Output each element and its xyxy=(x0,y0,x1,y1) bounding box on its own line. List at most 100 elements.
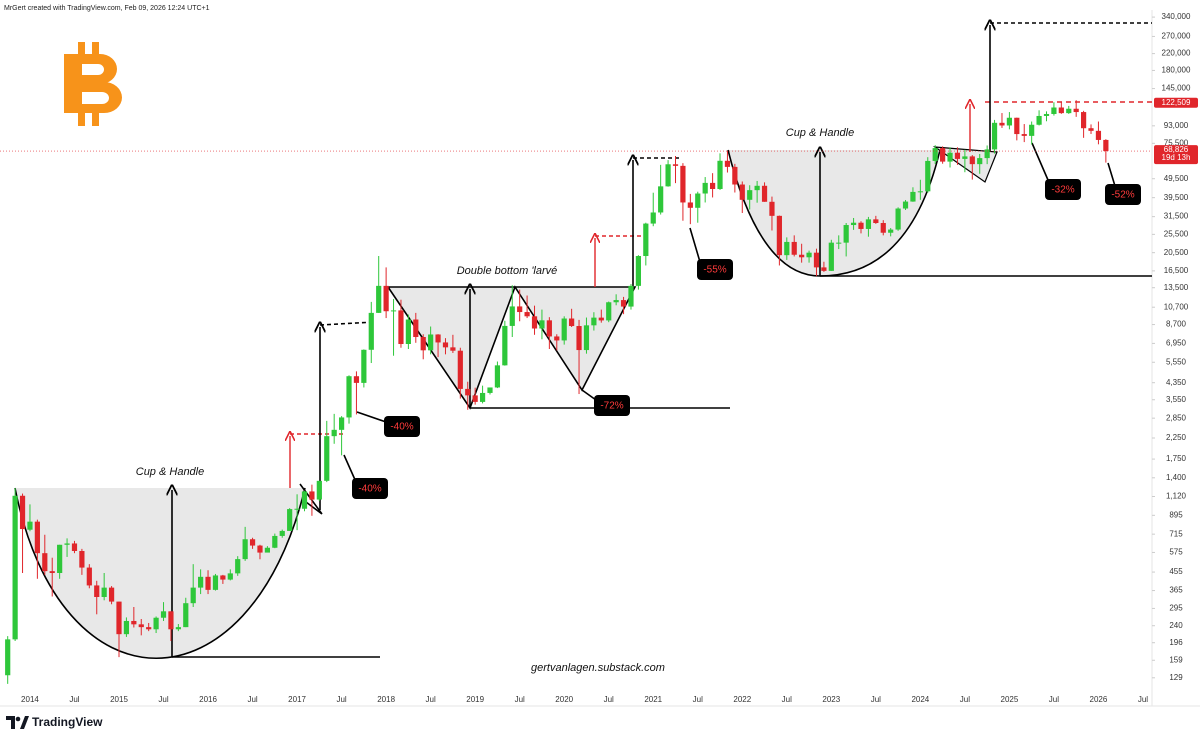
candle-body xyxy=(502,325,508,366)
drawdown-label: -32% xyxy=(1051,185,1074,196)
x-tick-label: 2026 xyxy=(1090,695,1108,704)
x-tick-label: 2016 xyxy=(199,695,217,704)
candle-body xyxy=(324,436,330,481)
candle-body xyxy=(205,576,211,590)
candle-body xyxy=(57,544,63,573)
candle-body xyxy=(368,312,374,350)
candle-body xyxy=(880,222,886,233)
x-tick-label: Jul xyxy=(158,695,168,704)
drawdown-label: -52% xyxy=(1111,190,1134,201)
candle-body xyxy=(264,547,270,553)
candle-body xyxy=(428,334,434,351)
candle-body xyxy=(620,300,627,307)
drawdown-label: -72% xyxy=(600,401,623,412)
x-tick-label: 2023 xyxy=(822,695,840,704)
candle-body xyxy=(116,601,122,635)
y-tick-label: 49,500 xyxy=(1164,174,1189,183)
last-price-box xyxy=(1154,145,1198,165)
candle-body xyxy=(695,193,701,208)
candle-body xyxy=(190,587,196,604)
candle-body xyxy=(413,319,419,338)
watermark: gertvanlagen.substack.com xyxy=(531,662,665,674)
candle-body xyxy=(457,350,463,389)
candle-body xyxy=(702,182,708,194)
candle-body xyxy=(509,306,515,326)
candle-body xyxy=(672,164,679,166)
candle-body xyxy=(494,365,501,388)
candle-body xyxy=(146,627,152,630)
y-tick-label: 20,500 xyxy=(1164,248,1189,257)
y-tick-label: 129 xyxy=(1169,673,1183,682)
candle-body xyxy=(1036,115,1042,125)
candle-body xyxy=(761,185,768,202)
y-tick-label: 2,850 xyxy=(1166,413,1187,422)
candle-body xyxy=(732,166,738,185)
candle-body xyxy=(435,334,441,343)
candle-body xyxy=(643,223,649,257)
candle-body xyxy=(257,545,263,553)
candle-body xyxy=(1043,113,1050,116)
candle-body xyxy=(754,185,760,191)
candle-body xyxy=(962,156,968,159)
candle-body xyxy=(1051,107,1057,114)
x-tick-label: Jul xyxy=(515,695,525,704)
level-price-label: 122,509 xyxy=(1162,98,1191,107)
candle-body xyxy=(628,285,634,307)
candle-body xyxy=(598,317,604,321)
y-tick-label: 895 xyxy=(1169,510,1183,519)
candle-body xyxy=(71,543,78,551)
x-tick-label: Jul xyxy=(871,695,881,704)
candle-body xyxy=(316,480,322,500)
y-tick-label: 25,500 xyxy=(1164,229,1189,238)
candle-body xyxy=(613,300,619,303)
y-tick-label: 75,500 xyxy=(1164,138,1189,147)
y-tick-label: 220,000 xyxy=(1162,49,1191,58)
y-tick-label: 1,750 xyxy=(1166,454,1187,463)
candle-body xyxy=(301,491,308,509)
candle-body xyxy=(583,325,590,351)
last-price-label: 68,826 xyxy=(1164,145,1189,154)
candle-body xyxy=(12,495,18,640)
candle-body xyxy=(465,388,471,396)
candle-body xyxy=(739,184,745,200)
candle-body xyxy=(940,148,946,162)
y-tick-label: 270,000 xyxy=(1162,32,1191,41)
drawdown-label: -55% xyxy=(703,265,726,276)
candle-body xyxy=(487,387,493,393)
y-tick-label: 2,250 xyxy=(1166,433,1187,442)
candle-body xyxy=(249,539,256,546)
candle-body xyxy=(850,222,857,226)
y-tick-label: 31,500 xyxy=(1164,212,1189,221)
candle-body xyxy=(910,191,916,202)
candle-body xyxy=(1006,117,1012,126)
x-tick-label: 2018 xyxy=(377,695,395,704)
candle-body xyxy=(19,495,26,530)
x-tick-label: Jul xyxy=(1138,695,1148,704)
y-tick-label: 180,000 xyxy=(1162,66,1191,75)
candle-body xyxy=(836,242,842,244)
candle-body xyxy=(561,318,567,341)
candle-body xyxy=(94,585,100,598)
candle-body xyxy=(383,285,389,312)
candle-body xyxy=(784,241,790,256)
x-tick-label: Jul xyxy=(69,695,79,704)
candle-body xyxy=(828,242,834,271)
candle-body xyxy=(420,337,426,351)
y-tick-label: 39,500 xyxy=(1164,193,1189,202)
x-tick-label: 2020 xyxy=(555,695,573,704)
candle-body xyxy=(1088,128,1094,131)
y-tick-label: 3,550 xyxy=(1166,395,1187,404)
x-tick-label: Jul xyxy=(960,695,970,704)
candle-body xyxy=(183,603,189,628)
candle-body xyxy=(1081,112,1087,129)
candle-body xyxy=(858,222,864,229)
pattern-label: Cup & Handle xyxy=(136,466,205,478)
candle-body xyxy=(27,521,33,530)
candle-body xyxy=(539,320,545,329)
candle-body xyxy=(724,160,731,167)
candle-body xyxy=(212,575,219,590)
candle-body xyxy=(799,254,805,258)
y-tick-label: 1,120 xyxy=(1166,492,1187,501)
y-tick-label: 159 xyxy=(1169,655,1183,664)
x-tick-label: 2017 xyxy=(288,695,306,704)
